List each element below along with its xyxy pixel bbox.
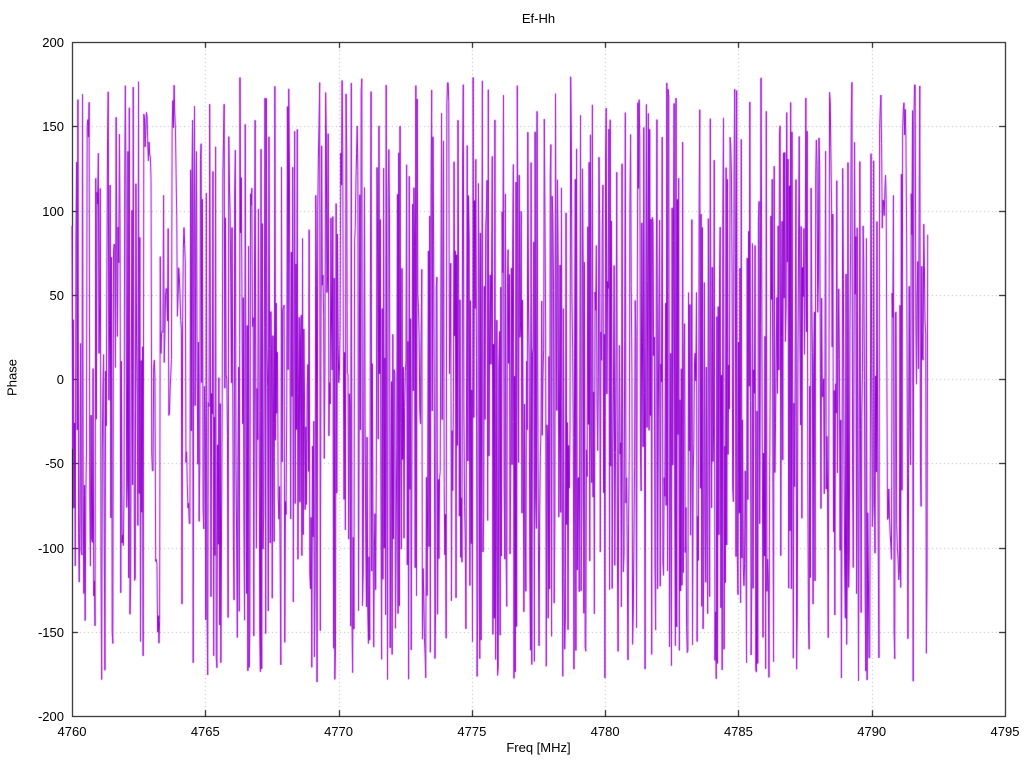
x-tick-label: 4795 (990, 724, 1020, 739)
x-tick-label: 4760 (57, 724, 87, 739)
y-tick-label: 0 (56, 372, 64, 387)
x-tick-label: 4790 (857, 724, 887, 739)
chart-title: Ef-Hh (521, 11, 556, 26)
x-tick-label: 4765 (190, 724, 220, 739)
y-tick-label: -150 (37, 624, 64, 640)
y-tick-label: 50 (49, 287, 64, 303)
x-tick-label: 4770 (324, 724, 354, 739)
y-tick-label: 100 (42, 203, 64, 219)
y-tick-label: -100 (37, 540, 64, 556)
x-tick-label: 4780 (590, 724, 620, 739)
y-tick-label: -200 (37, 709, 64, 724)
y-tick-label: -50 (45, 456, 64, 472)
x-axis-label: Freq [MHz] (506, 740, 571, 755)
y-tick-label: 200 (42, 35, 64, 50)
y-tick-label: 150 (42, 119, 64, 135)
x-tick-label: 4785 (723, 724, 753, 739)
x-tick-label: 4775 (457, 724, 487, 739)
